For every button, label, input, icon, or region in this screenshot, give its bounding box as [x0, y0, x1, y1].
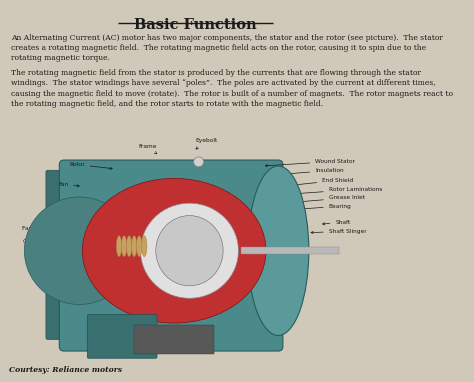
Ellipse shape — [156, 215, 223, 286]
Ellipse shape — [121, 236, 127, 257]
Ellipse shape — [131, 236, 137, 257]
Circle shape — [24, 197, 134, 304]
Text: Eyebolt: Eyebolt — [196, 138, 218, 149]
Text: Wound Stator: Wound Stator — [265, 159, 355, 167]
Text: Grease Inlet: Grease Inlet — [287, 195, 365, 204]
Text: Bearing: Bearing — [291, 204, 352, 210]
Ellipse shape — [82, 178, 266, 323]
FancyBboxPatch shape — [87, 315, 157, 358]
Text: Fan Cover: Fan Cover — [22, 220, 55, 231]
Text: Frame: Frame — [138, 144, 157, 154]
Bar — [241, 247, 339, 254]
Text: End Shield: End Shield — [291, 178, 353, 186]
Text: Conduit Box: Conduit Box — [23, 238, 94, 248]
Text: Gasket Cover: Gasket Cover — [109, 278, 149, 288]
Bar — [135, 325, 214, 354]
Text: Courtesy: Reliance motors: Courtesy: Reliance motors — [9, 366, 122, 374]
Ellipse shape — [137, 236, 142, 257]
Text: Shaft: Shaft — [323, 220, 351, 225]
Text: Insulation: Insulation — [265, 168, 344, 176]
Text: Protection
To Inner: Protection To Inner — [204, 293, 234, 307]
Text: Draining: Draining — [235, 276, 263, 284]
Ellipse shape — [116, 236, 122, 257]
Text: Rotor Laminations: Rotor Laminations — [283, 187, 382, 196]
Text: An Alternating Current (AC) motor has two major components, the stator and the r: An Alternating Current (AC) motor has tw… — [11, 34, 443, 62]
Text: Basic Function: Basic Function — [134, 18, 256, 32]
FancyBboxPatch shape — [46, 170, 102, 340]
Ellipse shape — [247, 166, 309, 335]
Text: Shaft Slinger: Shaft Slinger — [311, 229, 366, 234]
FancyBboxPatch shape — [59, 160, 283, 351]
Text: Fan: Fan — [58, 182, 79, 187]
Ellipse shape — [127, 236, 132, 257]
Circle shape — [193, 157, 204, 167]
Ellipse shape — [142, 236, 147, 257]
Ellipse shape — [140, 203, 238, 298]
Text: The rotating magnetic field from the stator is produced by the currents that are: The rotating magnetic field from the sta… — [11, 69, 453, 108]
Text: Rotor: Rotor — [69, 162, 112, 170]
Text: Gasket
To Frame: Gasket To Frame — [128, 293, 154, 307]
